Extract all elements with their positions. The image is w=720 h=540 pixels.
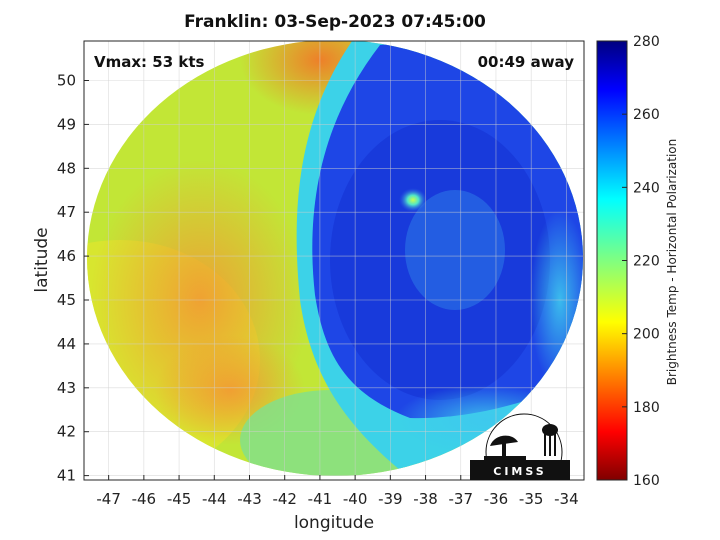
y-tick-label: 49 <box>57 115 76 133</box>
colorbar-tick-label: 200 <box>633 327 660 343</box>
colorbar-tick-label: 280 <box>633 34 660 50</box>
x-tick-label: -43 <box>237 490 262 508</box>
x-tick-label: -35 <box>519 490 544 508</box>
x-tick-label: -42 <box>272 490 297 508</box>
colorbar-tick-label: 160 <box>633 473 660 489</box>
logo-text: CIMSS <box>493 465 546 478</box>
colorbar-tick-label: 260 <box>633 107 660 123</box>
map-title: Franklin: 03-Sep-2023 07:45:00 <box>184 12 486 32</box>
colorbar-tick-label: 240 <box>633 180 660 196</box>
grid-lines <box>84 41 584 480</box>
x-tick-label: -39 <box>378 490 403 508</box>
y-tick-label: 45 <box>57 291 76 309</box>
y-tick-label: 44 <box>57 335 76 353</box>
axes-box <box>83 40 585 481</box>
y-tick-label: 42 <box>57 423 76 441</box>
y-tick-label: 41 <box>57 467 76 485</box>
x-tick-label: -47 <box>96 490 121 508</box>
x-axis-ticks: -47 -46 -45 -44 -43 -42 -41 -40 -39 -38 -37 -36 -35-… <box>96 475 579 508</box>
x-axis-label: longitude <box>294 513 374 533</box>
colorbar-tick-label: 220 <box>633 254 660 270</box>
colorbar-ticks: 160 180 200 220 240 260 280 <box>622 34 660 489</box>
y-axis-ticks: 41 42 43 44 45 46 47 48 49 50 <box>57 72 89 485</box>
y-tick-label: 48 <box>57 159 76 177</box>
x-tick-label: -40 <box>343 490 368 508</box>
y-tick-label: 50 <box>57 72 76 90</box>
vmax-annotation: Vmax: 53 kts <box>94 53 205 71</box>
time-away-annotation: 00:49 away <box>477 53 574 71</box>
x-tick-label: -36 <box>484 490 509 508</box>
x-tick-label: -34 <box>554 490 579 508</box>
x-tick-label: -44 <box>202 490 227 508</box>
cimss-logo: CIMSS <box>470 413 570 480</box>
x-tick-label: -38 <box>413 490 438 508</box>
x-tick-label: -46 <box>132 490 157 508</box>
x-tick-label: -37 <box>449 490 474 508</box>
colorbar-label: Brightness Temp - Horizontal Polarizatio… <box>665 139 679 386</box>
y-tick-label: 43 <box>57 379 76 397</box>
x-tick-label: -41 <box>308 490 333 508</box>
x-tick-label: -45 <box>167 490 192 508</box>
y-tick-label: 46 <box>57 247 76 265</box>
colorbar-tick-label: 180 <box>633 400 660 416</box>
y-tick-label: 47 <box>57 203 76 221</box>
y-axis-label: latitude <box>32 227 52 292</box>
